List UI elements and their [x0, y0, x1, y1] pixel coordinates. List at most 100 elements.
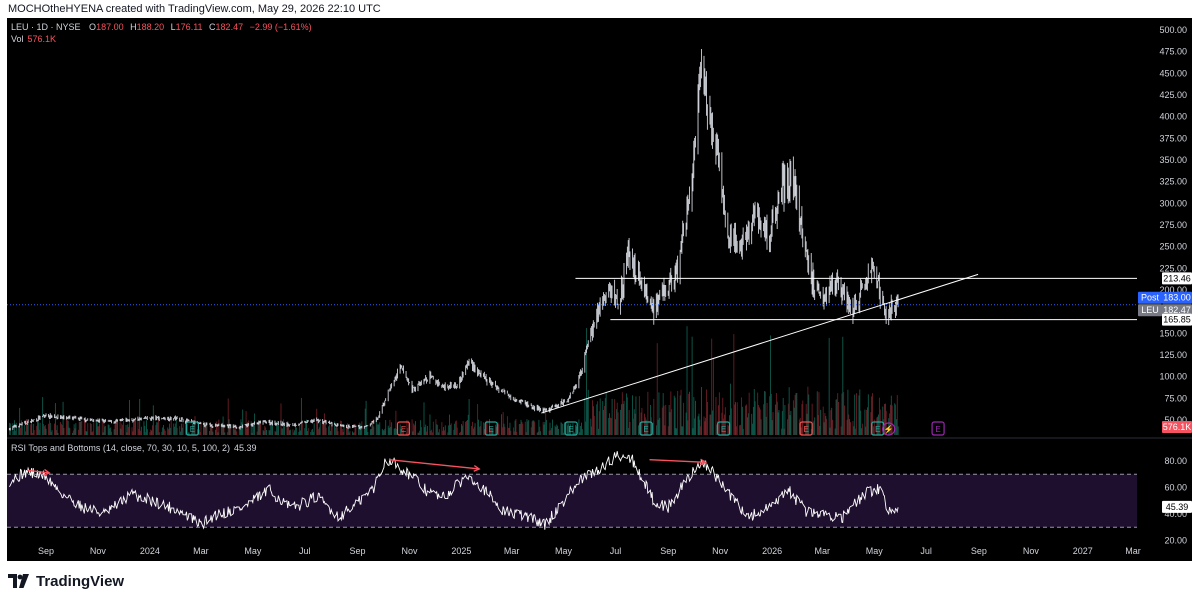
event-earnings-icon: [799, 421, 813, 436]
footer: TradingView: [8, 571, 124, 591]
volume-bar: [149, 432, 151, 435]
event-markers[interactable]: E E E E E E E E ⚡ E: [185, 421, 945, 436]
volume-bar: [257, 423, 259, 435]
volume-bar: [855, 428, 857, 435]
volume-bar: [99, 423, 101, 435]
volume-bar: [890, 395, 892, 435]
volume-bar: [394, 428, 396, 435]
volume-bar: [227, 398, 229, 435]
volume-bar: [806, 413, 808, 435]
volume-bar: [781, 411, 783, 435]
volume-bar: [709, 414, 711, 435]
volume-bar: [700, 426, 702, 435]
event-marker[interactable]: E: [716, 421, 731, 436]
volume-bar: [443, 430, 445, 435]
event-marker[interactable]: E: [931, 421, 945, 436]
volume-bar: [14, 430, 16, 435]
time-axis[interactable]: Sep Nov 2024 Mar May Jul Sep Nov 2025 Mar May Jul Se…: [38, 546, 1141, 556]
volume-bar: [432, 421, 434, 435]
trendline-layer[interactable]: [541, 273, 979, 414]
volume-bar: [274, 431, 276, 435]
volume-bar: [854, 394, 856, 435]
volume-bar: [337, 431, 339, 435]
volume-bar: [21, 425, 23, 435]
volume-bar: [575, 424, 576, 435]
volume-bar: [372, 419, 374, 435]
event-marker[interactable]: E: [799, 421, 813, 436]
event-label: E: [803, 425, 808, 434]
event-marker[interactable]: E: [564, 421, 578, 436]
volume-bar: [673, 395, 675, 435]
volume-bar: [63, 427, 65, 435]
volume-bar: [775, 404, 776, 435]
chart-frame[interactable]: E E E E E E E E ⚡ E 50.00 75.00 100.00 125.00 150.00 1…: [7, 18, 1192, 561]
volume-bar: [313, 423, 315, 435]
volume-bar: [157, 419, 159, 435]
volume-bar: [715, 397, 717, 435]
volume-bar: [51, 430, 53, 435]
volume-bar: [897, 426, 899, 435]
volume-bar: [699, 419, 701, 435]
volume-bar: [379, 422, 381, 435]
volume-tag: 576.1K: [1163, 422, 1192, 432]
volume-bar: [587, 389, 589, 435]
volume-bar: [536, 432, 538, 435]
volume-bar: [403, 430, 405, 435]
volume-bar: [519, 424, 521, 435]
volume-bar: [694, 418, 696, 435]
price-tick-label: 150.00: [1159, 328, 1187, 338]
event-label: E: [489, 425, 494, 434]
volume-bar: [510, 430, 512, 435]
event-marker[interactable]: E: [871, 421, 885, 436]
volume-bar: [597, 401, 599, 435]
volume-bar: [784, 405, 786, 435]
event-earnings-icon: [639, 421, 653, 436]
volume-bar: [747, 413, 749, 435]
volume-bar: [608, 417, 610, 435]
volume-bar: [676, 428, 678, 435]
volume-bar: [685, 412, 687, 435]
volume-bar: [698, 413, 700, 435]
volume-bar: [633, 409, 635, 435]
volume-bar: [381, 428, 383, 435]
volume-bar: [431, 429, 433, 435]
volume-bar: [61, 425, 63, 435]
time-tick-label: Nov: [90, 546, 107, 556]
event-marker[interactable]: E: [396, 421, 411, 436]
event-marker[interactable]: E: [484, 421, 498, 436]
volume-bar: [531, 421, 533, 435]
volume-bar: [181, 427, 183, 435]
volume-bar: [448, 425, 450, 435]
volume-bar: [683, 402, 685, 435]
volume-bar: [498, 424, 500, 435]
volume-bar: [754, 401, 756, 435]
candlestick-chart[interactable]: E E E E E E E E ⚡ E 50.00 75.00 100.00 125.00 150.00 1…: [7, 18, 1192, 561]
volume-bar: [596, 404, 598, 435]
volume-bar: [330, 425, 332, 435]
volume-bar: [882, 406, 884, 435]
volume-bar: [258, 423, 260, 435]
event-marker[interactable]: E: [185, 421, 200, 436]
volume-bar: [812, 422, 814, 435]
event-marker[interactable]: E: [639, 421, 653, 436]
time-tick-label: Mar: [504, 546, 520, 556]
volume-bar: [310, 431, 312, 435]
event-marker[interactable]: ⚡: [882, 422, 896, 436]
volume-bar: [44, 425, 46, 435]
price-axis[interactable]: 50.0075.00100.00125.00150.00175.00200.00…: [1159, 25, 1187, 425]
volume-bar: [896, 395, 898, 435]
volume-bar: [490, 427, 492, 435]
volume-bar: [615, 419, 616, 435]
horizontal-lines[interactable]: [7, 277, 1137, 321]
volume-bar: [828, 337, 830, 435]
rsi-axis[interactable]: 20.00 40.00 60.00 80.00: [1164, 456, 1187, 546]
volume-bar: [796, 393, 798, 435]
volume-bar: [216, 423, 218, 435]
volume-bar: [355, 427, 357, 435]
event-earnings-icon: [716, 421, 731, 436]
volume-bar: [472, 421, 473, 435]
volume-bar: [769, 335, 771, 435]
price-tick-label: 475.00: [1159, 47, 1187, 57]
volume-bar: [103, 424, 105, 435]
volume-bar: [83, 419, 85, 435]
